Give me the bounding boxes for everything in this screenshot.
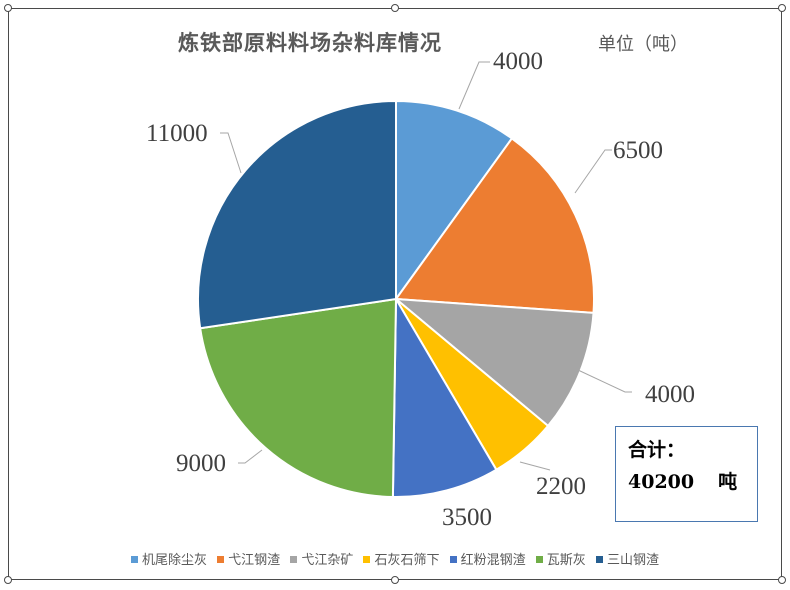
resize-handle-bottom-right[interactable] xyxy=(778,576,786,584)
legend-label: 石灰石筛下 xyxy=(374,553,440,568)
legend-label: 三山钢渣 xyxy=(606,553,659,568)
legend-swatch-icon xyxy=(449,556,457,563)
legend-item[interactable]: 石灰石筛下 xyxy=(363,549,440,568)
data-label-yijiang-zakuang[interactable]: 4000 xyxy=(645,381,695,408)
legend-swatch-icon xyxy=(535,556,543,563)
resize-handle-bottom-center[interactable] xyxy=(391,576,399,584)
data-label-wasihui[interactable]: 9000 xyxy=(176,450,226,477)
legend-swatch-icon xyxy=(595,556,603,563)
legend-item[interactable]: 三山钢渣 xyxy=(595,549,659,568)
legend-swatch-icon xyxy=(217,556,225,563)
data-label-sanshan[interactable]: 11000 xyxy=(146,120,208,147)
legend-item[interactable]: 机尾除尘灰 xyxy=(131,549,207,568)
pie-slice-0[interactable] xyxy=(395,99,514,303)
resize-handle-bottom-left[interactable] xyxy=(4,576,12,584)
pie-slices[interactable] xyxy=(197,99,595,498)
pie-slice-1[interactable] xyxy=(394,137,595,314)
legend-item[interactable]: 弋江钢渣 xyxy=(217,549,280,568)
resize-handle-top-center[interactable] xyxy=(391,4,399,12)
leader-lines xyxy=(220,61,632,471)
resize-handle-top-left[interactable] xyxy=(4,4,12,12)
total-value: 40200 xyxy=(628,471,695,493)
legend-item[interactable]: 红粉混钢渣 xyxy=(449,549,526,568)
pie-slice-5[interactable] xyxy=(199,297,398,498)
legend-swatch-icon xyxy=(363,556,371,563)
data-label-yijiang-gangzha[interactable]: 6500 xyxy=(613,137,663,164)
data-label-shihuishi[interactable]: 2200 xyxy=(536,473,586,500)
total-unit: 吨 xyxy=(718,471,738,493)
total-heading: 合计： xyxy=(628,439,686,461)
pie-slice-4[interactable] xyxy=(391,295,498,498)
legend-label: 瓦斯灰 xyxy=(546,553,586,568)
pie-slice-2[interactable] xyxy=(392,297,595,428)
total-textbox[interactable]: 合计： 40200 吨 xyxy=(615,426,758,522)
legend-swatch-icon xyxy=(131,556,139,563)
unit-label[interactable]: 单位（吨） xyxy=(598,34,688,55)
legend[interactable]: 机尾除尘灰 弋江钢渣 弋江杂矿 石灰石筛下 红粉混钢渣 瓦斯灰 三山钢渣 xyxy=(0,549,790,568)
total-value-line: 40200 吨 xyxy=(628,467,737,494)
legend-swatch-icon xyxy=(290,556,298,563)
data-label-jiwei[interactable]: 4000 xyxy=(493,48,543,75)
legend-label: 机尾除尘灰 xyxy=(142,553,208,568)
chart-title[interactable]: 炼铁部原料料场杂料库情况 xyxy=(178,31,442,55)
legend-label: 红粉混钢渣 xyxy=(460,553,526,568)
legend-label: 弋江杂矿 xyxy=(301,553,354,568)
legend-item[interactable]: 弋江杂矿 xyxy=(290,549,353,568)
pie-slice-6[interactable] xyxy=(197,99,397,330)
legend-label: 弋江钢渣 xyxy=(228,553,281,568)
legend-item[interactable]: 瓦斯灰 xyxy=(535,549,586,568)
data-label-hongfen[interactable]: 3500 xyxy=(442,504,492,531)
resize-handle-top-right[interactable] xyxy=(778,4,786,12)
